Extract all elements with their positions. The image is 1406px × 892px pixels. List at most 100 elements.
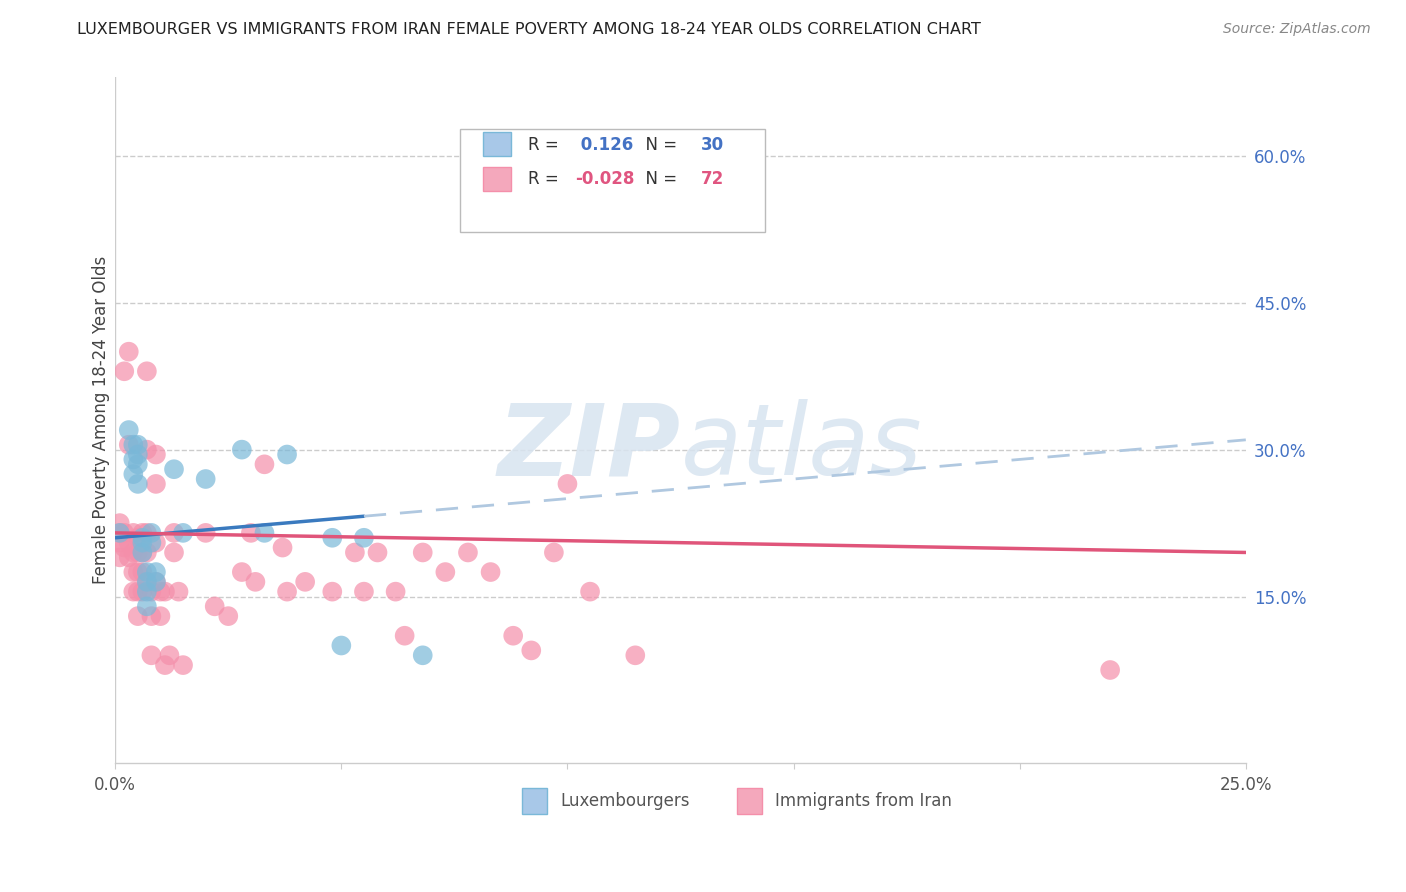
Text: -0.028: -0.028 (575, 169, 634, 188)
Point (145, 574, 167, 589)
Point (131, 535, 153, 549)
Point (159, 648, 181, 663)
Point (122, 525, 145, 540)
Point (194, 472, 217, 486)
Point (163, 525, 186, 540)
Point (131, 545, 153, 559)
Text: atlas: atlas (681, 399, 922, 496)
Bar (482, 167, 510, 191)
Point (245, 574, 267, 589)
Point (118, 550, 141, 565)
Point (122, 452, 145, 467)
Point (131, 525, 153, 540)
Point (394, 629, 416, 643)
FancyBboxPatch shape (460, 128, 765, 232)
Point (457, 545, 479, 559)
Point (153, 584, 176, 599)
Point (127, 438, 149, 452)
Point (108, 535, 131, 549)
Point (131, 531, 153, 545)
Point (271, 541, 294, 555)
Point (543, 545, 565, 559)
Y-axis label: Female Poverty Among 18-24 Year Olds: Female Poverty Among 18-24 Year Olds (93, 256, 110, 584)
Point (141, 525, 163, 540)
Point (153, 658, 176, 673)
Point (276, 584, 298, 599)
Point (108, 550, 131, 565)
Text: R =: R = (527, 169, 564, 188)
Point (112, 541, 135, 555)
Text: Source: ZipAtlas.com: Source: ZipAtlas.com (1223, 22, 1371, 37)
Bar (482, 132, 510, 156)
Point (122, 438, 145, 452)
Point (434, 565, 457, 579)
Point (330, 639, 353, 653)
Point (135, 442, 157, 457)
Point (112, 525, 135, 540)
Text: N =: N = (636, 169, 683, 188)
Point (149, 584, 172, 599)
Point (343, 545, 366, 559)
Text: Immigrants from Iran: Immigrants from Iran (776, 792, 952, 811)
Point (118, 423, 141, 437)
Point (112, 364, 135, 378)
Point (135, 574, 157, 589)
Point (217, 609, 239, 624)
Point (367, 545, 389, 559)
Bar (737, 789, 762, 814)
Point (127, 545, 149, 559)
Point (127, 448, 149, 462)
Point (118, 344, 141, 359)
Point (167, 584, 190, 599)
Point (118, 438, 141, 452)
Point (135, 565, 157, 579)
Point (624, 648, 647, 663)
Point (131, 565, 153, 579)
Point (127, 609, 149, 624)
Bar (522, 789, 547, 814)
Text: 0.126: 0.126 (575, 136, 634, 153)
Point (131, 584, 153, 599)
Point (412, 545, 434, 559)
Point (163, 545, 186, 559)
Point (145, 574, 167, 589)
Point (127, 458, 149, 472)
Point (172, 658, 194, 673)
Point (108, 525, 131, 540)
Point (520, 643, 543, 657)
Point (239, 525, 262, 540)
Point (253, 525, 276, 540)
Point (122, 565, 145, 579)
Point (172, 525, 194, 540)
Point (122, 584, 145, 599)
Text: 30: 30 (700, 136, 724, 153)
Point (141, 535, 163, 549)
Text: LUXEMBOURGER VS IMMIGRANTS FROM IRAN FEMALE POVERTY AMONG 18-24 YEAR OLDS CORREL: LUXEMBOURGER VS IMMIGRANTS FROM IRAN FEM… (77, 22, 981, 37)
Point (122, 467, 145, 482)
Point (131, 545, 153, 559)
Point (118, 535, 141, 549)
Point (127, 565, 149, 579)
Point (579, 584, 602, 599)
Point (353, 584, 375, 599)
Point (145, 535, 167, 549)
Point (253, 458, 276, 472)
Text: ZIP: ZIP (498, 399, 681, 496)
Point (127, 584, 149, 599)
Point (163, 462, 186, 476)
Point (135, 545, 157, 559)
Point (502, 629, 524, 643)
Point (294, 574, 316, 589)
Point (384, 584, 406, 599)
Point (135, 599, 157, 614)
Point (479, 565, 502, 579)
Point (231, 442, 253, 457)
Point (194, 525, 217, 540)
Point (204, 599, 226, 614)
Text: N =: N = (636, 136, 683, 153)
Point (145, 476, 167, 491)
Point (231, 565, 253, 579)
Point (141, 648, 163, 663)
Point (321, 531, 343, 545)
Point (145, 565, 167, 579)
